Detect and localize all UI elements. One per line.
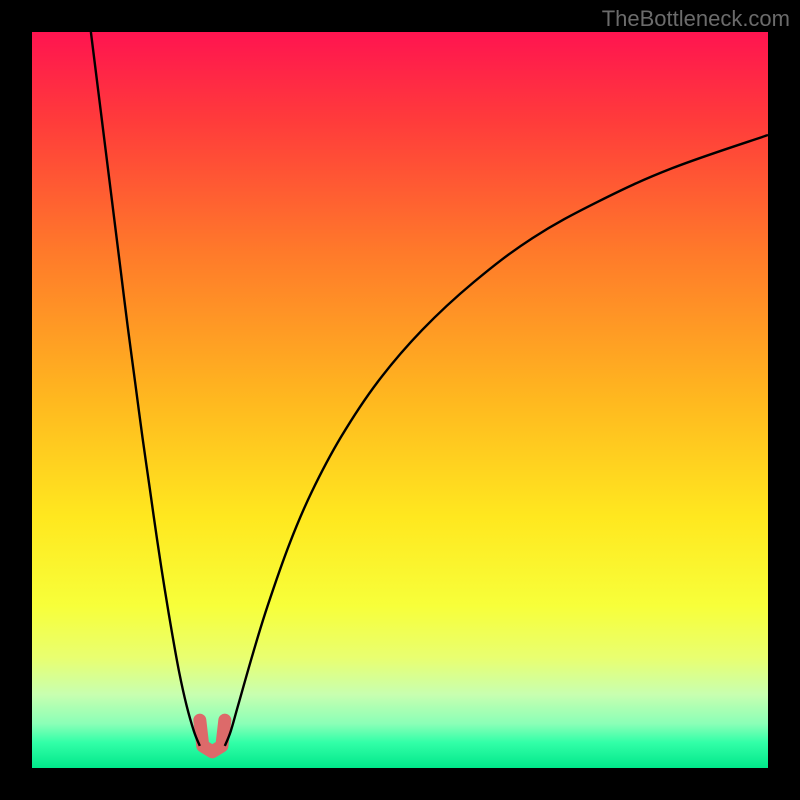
chart-area — [32, 32, 768, 768]
curve-left — [91, 32, 200, 746]
curve-right — [225, 135, 768, 746]
dip-marker — [200, 720, 225, 752]
watermark-text: TheBottleneck.com — [602, 6, 790, 32]
chart-svg — [32, 32, 768, 768]
